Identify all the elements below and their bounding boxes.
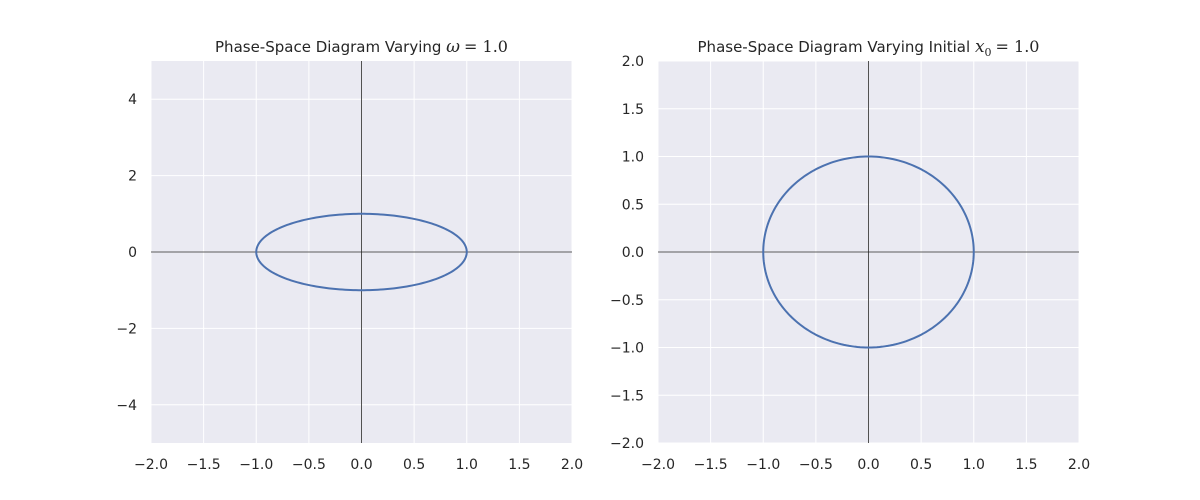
y-tick-label: 2.0	[622, 54, 644, 70]
x-tick-label: 1.0	[456, 457, 478, 473]
x-tick-label: −1.0	[239, 457, 273, 473]
x-tick-label: 2.0	[561, 457, 583, 473]
x-tick-label: 0.0	[857, 457, 879, 473]
x-tick-label: −0.5	[799, 457, 833, 473]
phase-curve	[762, 155, 975, 349]
chart-omega: −2.0 −1.5 −1.0 −0.5 0.0 0.5 1.0 1.5 2.0 −4 −2 0 2 4 Ph…	[116, 37, 583, 473]
x-tick-label: 1.5	[1015, 457, 1037, 473]
y-tick-label: −0.5	[610, 293, 644, 309]
x-tick-label: −1.0	[746, 457, 780, 473]
x-tick-label: −2.0	[134, 457, 168, 473]
y-tick-label: 4	[128, 92, 137, 108]
y-tick-label: 2	[128, 169, 137, 185]
x-tick-label: −2.0	[641, 457, 675, 473]
x-tick-label: 0.0	[350, 457, 372, 473]
phase-curve	[255, 212, 468, 292]
chart-title-text: Phase-Space Diagram Varying Initial	[698, 38, 975, 56]
x-tick-label: −0.5	[292, 457, 326, 473]
y-tick-label: 0.0	[622, 245, 644, 261]
x-tick-label: −1.5	[694, 457, 728, 473]
x-tick-label: 1.5	[508, 457, 530, 473]
y-tick-label: 1.5	[622, 102, 644, 118]
x-tick-label: 0.5	[910, 457, 932, 473]
chart-title-symbol: ω	[446, 37, 460, 57]
chart-title: Phase-Space Diagram Varying ω = 1.0	[215, 37, 508, 57]
chart-title-value: = 1.0	[464, 37, 508, 56]
y-tick-label: −4	[116, 398, 137, 414]
chart-initial-x0: −2.0 −1.5 −1.0 −0.5 0.0 0.5 1.0 1.5 2.0 −2.0 −1.5 −…	[610, 37, 1090, 473]
chart-title-value: = 1.0	[996, 37, 1040, 56]
y-tick-label: 0.5	[622, 197, 644, 213]
x-tick-label: 0.5	[403, 457, 425, 473]
x-tick-label: −1.5	[187, 457, 221, 473]
y-tick-label: 1.0	[622, 150, 644, 166]
y-tick-label: −1.0	[610, 341, 644, 357]
y-tick-label: −1.5	[610, 388, 644, 404]
x-tick-label: 2.0	[1068, 457, 1090, 473]
chart-title-symbol: x	[975, 37, 985, 57]
x-tick-label: 1.0	[963, 457, 985, 473]
y-tick-label: 0	[128, 245, 137, 261]
chart-title: Phase-Space Diagram Varying Initial x0 = …	[698, 37, 1040, 59]
y-tick-label: −2	[116, 321, 137, 337]
chart-title-text: Phase-Space Diagram Varying	[215, 38, 446, 56]
y-tick-label: −2.0	[610, 436, 644, 452]
chart-title-subscript: 0	[985, 46, 992, 59]
